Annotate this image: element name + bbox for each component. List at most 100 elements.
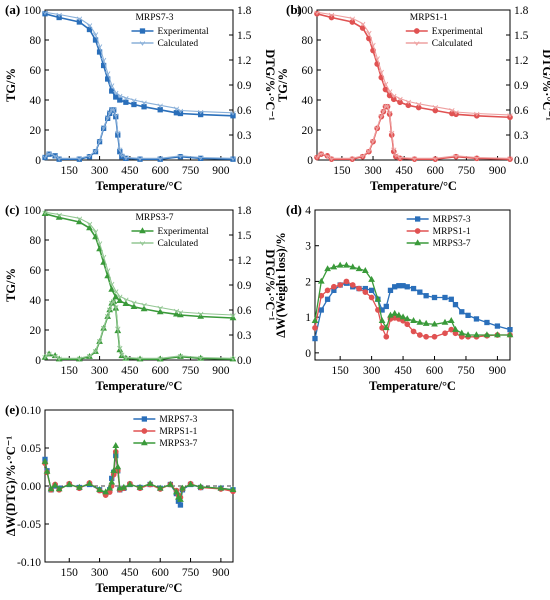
legend-swatch-marker <box>141 428 148 434</box>
calculated-tg-series-point <box>123 297 129 303</box>
experimental-tg-series-point <box>75 218 83 225</box>
calculated-dtg-series-point <box>230 156 236 162</box>
experimental-tg-series-point <box>116 297 124 303</box>
y-tick-label: 60 <box>30 65 42 77</box>
calculated-dtg-series-point <box>105 115 111 121</box>
x-tick-label: 300 <box>91 165 109 177</box>
calculated-tg-series-point <box>432 105 438 110</box>
experimental-dtg-series-point <box>56 156 62 162</box>
calculated-dtg-series-point <box>177 154 184 159</box>
experimental-dtg-series-line <box>44 300 234 361</box>
mrps1-1-series-point <box>431 333 438 340</box>
mrps7-3-series-point <box>417 289 423 295</box>
calculated-tg-series-point <box>76 16 83 22</box>
calculated-dtg-series-point <box>119 352 125 358</box>
y2-tick-label: 0.6 <box>237 305 252 317</box>
mrps7-3-series-point <box>507 326 513 333</box>
y-tick-label: 20 <box>302 125 314 137</box>
calculated-dtg-series-point <box>105 314 111 319</box>
calculated-dtg-series-point <box>115 326 121 332</box>
mrps3-7-series-point <box>416 318 424 325</box>
calculated-dtg-series-point <box>314 154 320 160</box>
mrps3-7-series-point <box>387 311 394 318</box>
y-tick-label: 100 <box>296 5 314 17</box>
x-tick-label: 150 <box>61 567 79 579</box>
experimental-tg-series-point <box>117 97 123 103</box>
experimental-tg-series-point <box>177 110 184 117</box>
mrps3-7-series-point <box>391 309 399 316</box>
mrps3-7-series-point <box>483 331 491 338</box>
calculated-tg-series-point <box>109 83 115 88</box>
mrps3-7-series-point <box>110 467 118 474</box>
experimental-dtg-series-point <box>230 156 236 162</box>
calculated-dtg-series-point <box>366 149 372 154</box>
mrps7-3-series-point <box>324 296 331 302</box>
experimental-tg-series-point <box>140 305 148 312</box>
mrps1-1-series-point <box>343 278 350 285</box>
calculated-tg-series-line <box>316 11 511 116</box>
calculated-dtg-series-point <box>391 147 397 153</box>
experimental-tg-series-point <box>130 303 138 309</box>
experimental-dtg-series-point <box>157 156 163 162</box>
mrps3-7-series-point <box>473 331 480 338</box>
mrps3-7-series-point <box>126 480 134 487</box>
x-tick-label: 450 <box>121 165 139 177</box>
x-tick-label: 900 <box>212 365 230 377</box>
mrps3-7-series-point <box>96 486 103 493</box>
mrps1-1-series-point <box>410 328 417 335</box>
legend-label: Calculated <box>432 39 473 49</box>
calculated-dtg-series-point <box>318 151 324 157</box>
mrps3-7-series-point <box>217 484 225 491</box>
mrps3-7-series-point <box>47 485 55 492</box>
calculated-tg-series-point <box>177 310 184 315</box>
mrps1-1-series-point <box>324 287 331 294</box>
mrps7-3-series-point <box>442 294 448 301</box>
mrps7-3-series-point <box>383 303 389 310</box>
mrps7-3-series-point <box>494 323 501 329</box>
y-axis-label: TG/% <box>4 268 18 302</box>
mrps3-7-series-point <box>173 488 180 495</box>
y-tick-label: 0.00 <box>21 481 41 493</box>
mrps3-7-series-point <box>51 481 59 488</box>
mrps7-3-series-point <box>459 309 465 315</box>
calculated-tg-series-point <box>157 103 163 109</box>
experimental-dtg-series-line <box>316 105 511 160</box>
y-tick-label: 3 <box>305 241 311 253</box>
experimental-tg-series-point <box>156 308 164 315</box>
calculated-dtg-series-point <box>397 155 403 161</box>
calculated-tg-series-point <box>141 302 147 308</box>
experimental-tg-series-point <box>112 293 120 300</box>
experimental-tg-series-point <box>386 92 393 99</box>
calculated-tg-series-point <box>113 289 119 294</box>
legend-label: MRPS3-7 <box>159 439 197 449</box>
mrps3-7-series-point <box>136 483 144 490</box>
mrps1-1-series-point <box>442 330 448 337</box>
y2-tick-label: 0.0 <box>237 355 252 367</box>
mrps1-1-series-point <box>404 321 411 328</box>
x-tick-label: 900 <box>212 165 230 177</box>
calculated-dtg-series-point <box>157 156 163 162</box>
calculated-dtg-series-point <box>117 147 123 153</box>
mrps7-3-series-point <box>404 284 410 290</box>
calculated-tg-series-point <box>230 313 236 318</box>
calculated-dtg-series-point <box>119 153 125 158</box>
x-axis-label: Temperature/°C <box>96 179 183 193</box>
mrps1-1-series-point <box>416 332 423 338</box>
x-tick-label: 150 <box>61 165 79 177</box>
mrps1-1-series-point <box>331 283 337 290</box>
y-tick-label: 0 <box>307 155 313 167</box>
legend-swatch-marker <box>414 228 421 234</box>
x-axis-label: Temperature/°C <box>370 179 457 193</box>
calculated-tg-series-point <box>374 56 380 61</box>
y-tick-label: 80 <box>302 35 314 47</box>
calculated-tg-series-point <box>378 69 384 75</box>
calculated-dtg-series-point <box>474 155 480 161</box>
x-tick-label: 450 <box>121 365 139 377</box>
mrps3-7-series-point <box>75 483 83 490</box>
experimental-dtg-series-point <box>123 155 129 161</box>
mrps3-7-series-point <box>156 484 164 491</box>
x-tick-label: 750 <box>182 567 200 579</box>
calculated-dtg-series-point <box>432 156 438 162</box>
mrps7-3-series-point <box>431 294 438 301</box>
calculated-dtg-series-point <box>382 104 389 109</box>
